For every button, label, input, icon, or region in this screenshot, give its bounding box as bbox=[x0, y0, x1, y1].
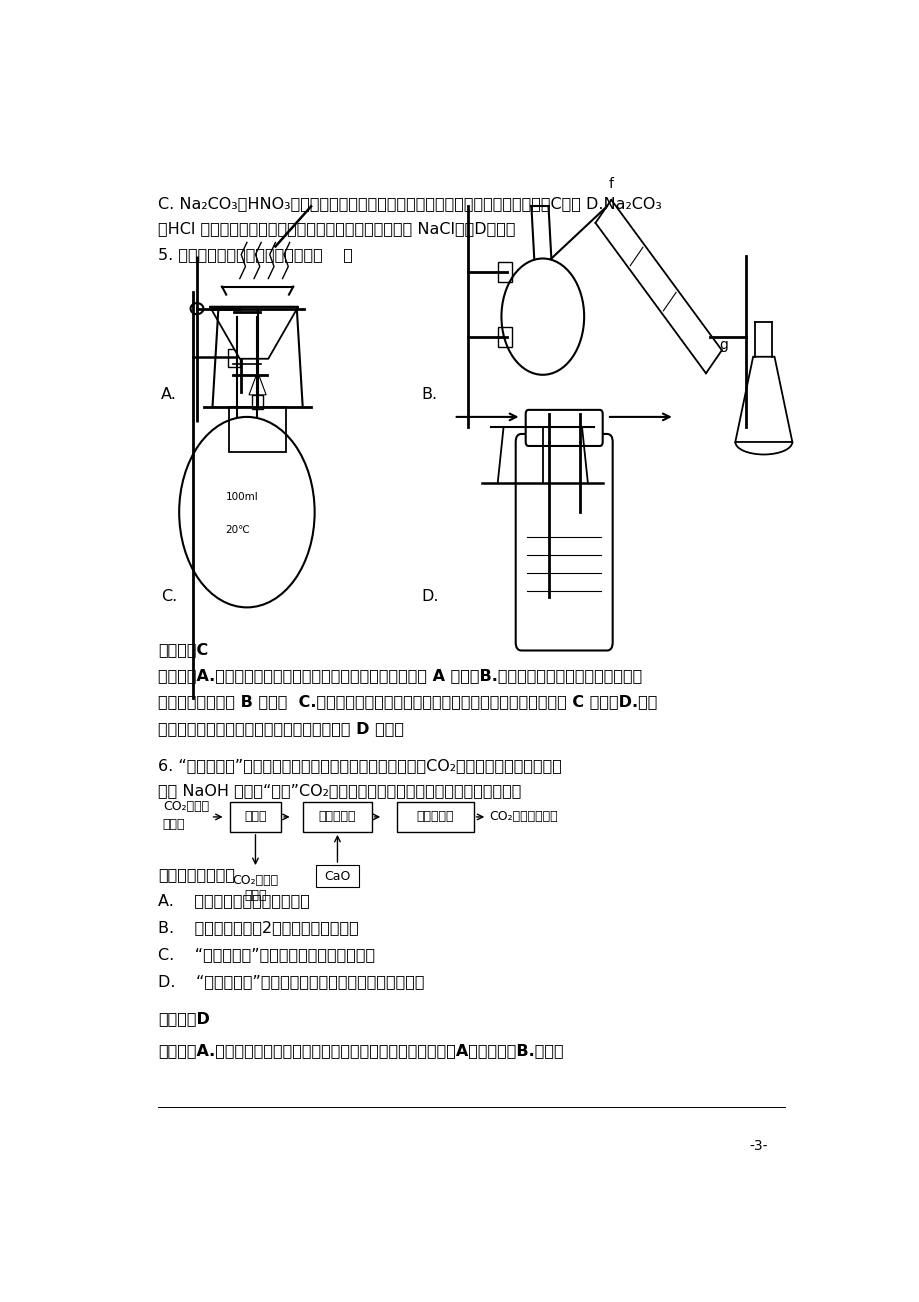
FancyBboxPatch shape bbox=[303, 802, 371, 832]
FancyBboxPatch shape bbox=[516, 434, 612, 651]
Text: 捕捉室: 捕捉室 bbox=[244, 810, 267, 823]
Text: C. Na₂CO₃与HNO₃溶液反应生成础酸鑉和水、二氧化碳，引入新杂质础酸鑉，故C错误 D.Na₂CO₃: C. Na₂CO₃与HNO₃溶液反应生成础酸鑉和水、二氧化碳，引入新杂质础酸鑉，… bbox=[158, 197, 661, 211]
Text: 利用 NaOH 溶液来“捕捉”CO₂的过程如图所示（部分条件及物质未标出）。: 利用 NaOH 溶液来“捕捉”CO₂的过程如图所示（部分条件及物质未标出）。 bbox=[158, 783, 520, 798]
Text: CO₂含量低: CO₂含量低 bbox=[233, 874, 278, 887]
FancyBboxPatch shape bbox=[252, 395, 263, 409]
Text: 【答案】D: 【答案】D bbox=[158, 1012, 210, 1026]
FancyBboxPatch shape bbox=[229, 406, 286, 452]
Text: 的气体: 的气体 bbox=[244, 889, 267, 902]
FancyBboxPatch shape bbox=[516, 483, 569, 525]
Text: D.: D. bbox=[421, 590, 438, 604]
Text: -3-: -3- bbox=[749, 1139, 767, 1152]
Text: g: g bbox=[719, 337, 728, 352]
Text: 【解析】A.碳酸馒的分解在高温条件下进行，消耗能量，耗能大，故A说法正确；B.基本过: 【解析】A.碳酸馒的分解在高温条件下进行，消耗能量，耗能大，故A说法正确；B.基… bbox=[158, 1043, 562, 1059]
FancyBboxPatch shape bbox=[396, 802, 473, 832]
Text: CO₂（储存利用）: CO₂（储存利用） bbox=[489, 810, 557, 823]
Text: 100ml: 100ml bbox=[225, 492, 258, 503]
Polygon shape bbox=[210, 306, 298, 359]
Text: B.: B. bbox=[421, 387, 437, 402]
Text: 高温反应炉: 高温反应炉 bbox=[416, 810, 453, 823]
Text: 的液体混合物；故 B 不选；  C.用来配制一定物质的量浓度的溶液，不能用于分离物质；故 C 可选；D.属于: 的液体混合物；故 B 不选； C.用来配制一定物质的量浓度的溶液，不能用于分离物… bbox=[158, 694, 656, 710]
FancyBboxPatch shape bbox=[538, 473, 547, 486]
Text: 【答案】C: 【答案】C bbox=[158, 642, 208, 658]
Text: A.: A. bbox=[161, 387, 177, 402]
FancyBboxPatch shape bbox=[525, 410, 602, 447]
Text: B.    整个过程中，有2种物质可以循环利用: B. 整个过程中，有2种物质可以循环利用 bbox=[158, 921, 358, 935]
FancyBboxPatch shape bbox=[497, 327, 512, 346]
FancyBboxPatch shape bbox=[497, 262, 512, 281]
Text: 反应、分离: 反应、分离 bbox=[318, 810, 356, 823]
Text: 【解析】A.属于蕉发操作，用于可溶性固体与液体的分离，故 A 不选；B.属于蕉馏装置，用于分离永点不同: 【解析】A.属于蕉发操作，用于可溶性固体与液体的分离，故 A 不选；B.属于蕉馏… bbox=[158, 668, 641, 684]
FancyBboxPatch shape bbox=[316, 865, 358, 887]
Text: 的气体: 的气体 bbox=[163, 819, 185, 832]
Text: 5. 以下实验不是用于分离物质的是（    ）: 5. 以下实验不是用于分离物质的是（ ） bbox=[158, 247, 352, 263]
Text: A.    能耗大是该方法的一大缺点: A. 能耗大是该方法的一大缺点 bbox=[158, 893, 310, 907]
Text: C.: C. bbox=[161, 590, 177, 604]
FancyBboxPatch shape bbox=[230, 802, 281, 832]
Text: 6. “碳捕捉技术”是指通过一定的方法，将工业生产中产生的CO₂分离出来进行储存利用。: 6. “碳捕捉技术”是指通过一定的方法，将工业生产中产生的CO₂分离出来进行储存… bbox=[158, 758, 561, 773]
Text: CaO: CaO bbox=[323, 870, 350, 883]
Text: CO₂含量高: CO₂含量高 bbox=[163, 801, 209, 814]
Text: D.    “反应、分离”环节中，分离的基本操作是蕉发、结晶: D. “反应、分离”环节中，分离的基本操作是蕉发、结晶 bbox=[158, 974, 424, 990]
FancyBboxPatch shape bbox=[227, 349, 240, 367]
Text: 与HCl 溶液反应生成氯化鑉、水和二氧化碳，引入新杂质 NaCl，故D错误。: 与HCl 溶液反应生成氯化鑉、水和二氧化碳，引入新杂质 NaCl，故D错误。 bbox=[158, 221, 515, 237]
Text: f: f bbox=[608, 177, 614, 191]
Text: 20℃: 20℃ bbox=[225, 525, 250, 535]
Text: 下列说法错误的是: 下列说法错误的是 bbox=[158, 867, 234, 881]
Polygon shape bbox=[734, 357, 791, 441]
Polygon shape bbox=[249, 372, 266, 395]
Text: C.    “反应、分离”环节中，有复分解反应发生: C. “反应、分离”环节中，有复分解反应发生 bbox=[158, 948, 375, 962]
Text: 洗气装置，可以用于气体与气体间的分离；故 D 不选。: 洗气装置，可以用于气体与气体间的分离；故 D 不选。 bbox=[158, 721, 403, 736]
